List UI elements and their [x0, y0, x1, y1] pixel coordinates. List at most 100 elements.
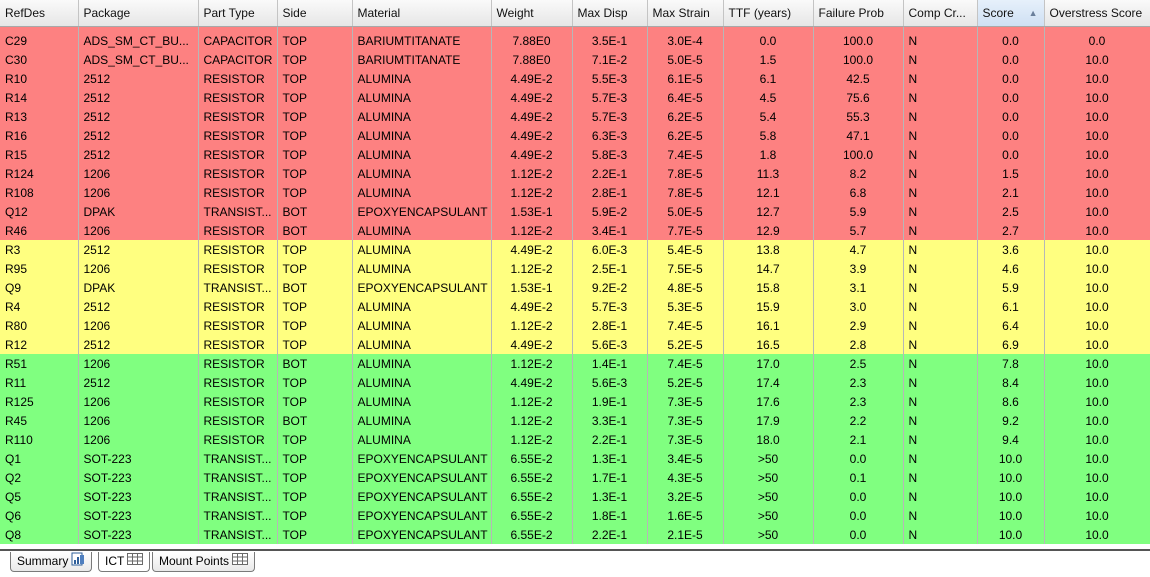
table-row[interactable]: C30 ADS_SM_CT_BU... CAPACITOR TOP BARIUMTITA…	[0, 50, 1150, 69]
cell-part-type: RESISTOR	[198, 107, 278, 126]
column-header-package[interactable]: Package	[78, 0, 199, 27]
column-header-part-type[interactable]: Part Type	[198, 0, 278, 27]
column-header-max-disp[interactable]: Max Disp	[572, 0, 648, 27]
column-header-score[interactable]: Score ▲	[977, 0, 1045, 27]
cell-material: ALUMINA	[352, 107, 492, 126]
cell-max-strain: 5.3E-5	[647, 297, 724, 316]
cell-comp-cr: N	[903, 449, 978, 468]
table-cell	[903, 26, 978, 31]
table-row[interactable]: R80 1206 RESISTOR TOP ALUMINA 1.12E-2 2.8E-1 7.…	[0, 316, 1150, 335]
cell-side: TOP	[277, 145, 353, 164]
cell-weight: 1.12E-2	[491, 316, 573, 335]
cell-score: 8.4	[977, 373, 1045, 392]
cell-weight: 4.49E-2	[491, 335, 573, 354]
cell-ttf-years: 17.9	[723, 411, 814, 430]
table-row[interactable]: R13 2512 RESISTOR TOP ALUMINA 4.49E-2 5.7E-3 6.…	[0, 107, 1150, 126]
table-row[interactable]: Q2 SOT-223 TRANSIST... TOP EPOXYENCAPSULANT 6…	[0, 468, 1150, 487]
table-row[interactable]: R12 2512 RESISTOR TOP ALUMINA 4.49E-2 5.6E-3 5.…	[0, 335, 1150, 354]
column-header-failure-prob[interactable]: Failure Prob	[813, 0, 904, 27]
table-cell	[723, 26, 814, 31]
cell-max-disp: 5.7E-3	[572, 88, 648, 107]
tab-summary[interactable]: Summary	[10, 552, 93, 572]
table-row[interactable]: R11 2512 RESISTOR TOP ALUMINA 4.49E-2 5.6E-3 5.…	[0, 373, 1150, 392]
table-row[interactable]: Q1 SOT-223 TRANSIST... TOP EPOXYENCAPSULANT 6…	[0, 449, 1150, 468]
cell-max-disp: 5.8E-3	[572, 145, 648, 164]
table-row[interactable]: R10 2512 RESISTOR TOP ALUMINA 4.49E-2 5.5E-3 6.…	[0, 69, 1150, 88]
cell-comp-cr: N	[903, 297, 978, 316]
table-row[interactable]: R14 2512 RESISTOR TOP ALUMINA 4.49E-2 5.7E-3 6.…	[0, 88, 1150, 107]
cell-refdes: R124	[0, 164, 79, 183]
results-grid[interactable]: RefDes Package Part Type Side Material Weight…	[0, 0, 1150, 544]
cell-overstress-score: 10.0	[1044, 126, 1150, 145]
table-row[interactable]: R15 2512 RESISTOR TOP ALUMINA 4.49E-2 5.8E-3 7.…	[0, 145, 1150, 164]
column-header-material[interactable]: Material	[352, 0, 492, 27]
cell-comp-cr: N	[903, 487, 978, 506]
table-row[interactable]: Q6 SOT-223 TRANSIST... TOP EPOXYENCAPSULANT 6…	[0, 506, 1150, 525]
table-row[interactable]: R124 1206 RESISTOR TOP ALUMINA 1.12E-2 2.2E-1 7…	[0, 164, 1150, 183]
cell-refdes: R108	[0, 183, 79, 202]
table-icon	[127, 552, 144, 571]
cell-score: 10.0	[977, 487, 1045, 506]
cell-refdes: C29	[0, 31, 79, 50]
table-row[interactable]: Q9 DPAK TRANSIST... BOT EPOXYENCAPSULANT 1.53…	[0, 278, 1150, 297]
sort-ascending-icon: ▲	[1028, 8, 1038, 18]
cell-score: 2.7	[977, 221, 1045, 240]
cell-comp-cr: N	[903, 278, 978, 297]
cell-package: 2512	[78, 69, 199, 88]
cell-ttf-years: 15.9	[723, 297, 814, 316]
cell-weight: 6.55E-2	[491, 468, 573, 487]
cell-score: 0.0	[977, 107, 1045, 126]
tab-mount-points[interactable]: Mount Points	[152, 552, 256, 572]
column-header-side[interactable]: Side	[277, 0, 353, 27]
table-row[interactable]: C29 ADS_SM_CT_BU... CAPACITOR TOP BARIUMTITA…	[0, 31, 1150, 50]
table-row[interactable]: R16 2512 RESISTOR TOP ALUMINA 4.49E-2 6.3E-3 6.…	[0, 126, 1150, 145]
cell-comp-cr: N	[903, 126, 978, 145]
cell-part-type: RESISTOR	[198, 354, 278, 373]
cell-material: EPOXYENCAPSULANT	[352, 202, 492, 221]
cell-failure-prob: 2.2	[813, 411, 904, 430]
column-header-label: Package	[83, 5, 131, 20]
tab-ict[interactable]: ICT	[98, 552, 151, 572]
column-header-ttf-years[interactable]: TTF (years)	[723, 0, 814, 27]
table-cell	[572, 26, 648, 31]
column-header-max-strain[interactable]: Max Strain	[647, 0, 724, 27]
table-row[interactable]: Q5 SOT-223 TRANSIST... TOP EPOXYENCAPSULANT 6…	[0, 487, 1150, 506]
cell-max-disp: 1.8E-1	[572, 506, 648, 525]
table-row[interactable]: R46 1206 RESISTOR BOT ALUMINA 1.12E-2 3.4E-1 7.…	[0, 221, 1150, 240]
cell-max-strain: 7.4E-5	[647, 316, 724, 335]
column-header-label: Part Type	[203, 5, 255, 20]
table-row[interactable]: R51 1206 RESISTOR BOT ALUMINA 1.12E-2 1.4E-1 7.…	[0, 354, 1150, 373]
cell-score: 7.8	[977, 354, 1045, 373]
cell-refdes: R15	[0, 145, 79, 164]
cell-part-type: TRANSIST...	[198, 202, 278, 221]
cell-package: ADS_SM_CT_BU...	[78, 50, 199, 69]
cell-comp-cr: N	[903, 221, 978, 240]
cell-failure-prob: 75.6	[813, 88, 904, 107]
table-row[interactable]: Q12 DPAK TRANSIST... BOT EPOXYENCAPSULANT 1.5…	[0, 202, 1150, 221]
column-header-refdes[interactable]: RefDes	[0, 0, 79, 27]
table-row[interactable]: R110 1206 RESISTOR TOP ALUMINA 1.12E-2 2.2E-1 7…	[0, 430, 1150, 449]
cell-max-disp: 9.2E-2	[572, 278, 648, 297]
column-header-overstress-score[interactable]: Overstress Score	[1044, 0, 1150, 27]
cell-ttf-years: 16.1	[723, 316, 814, 335]
cell-side: TOP	[277, 525, 353, 544]
cell-material: EPOXYENCAPSULANT	[352, 525, 492, 544]
table-row[interactable]: R4 2512 RESISTOR TOP ALUMINA 4.49E-2 5.7E-3 5.3…	[0, 297, 1150, 316]
column-header-comp-cr[interactable]: Comp Cr...	[903, 0, 978, 27]
cell-ttf-years: 1.5	[723, 50, 814, 69]
cell-refdes: Q8	[0, 525, 79, 544]
table-row[interactable]: R45 1206 RESISTOR BOT ALUMINA 1.12E-2 3.3E-1 7.…	[0, 411, 1150, 430]
cell-weight: 4.49E-2	[491, 107, 573, 126]
cell-part-type: RESISTOR	[198, 221, 278, 240]
table-row[interactable]: R125 1206 RESISTOR TOP ALUMINA 1.12E-2 1.9E-1 7…	[0, 392, 1150, 411]
table-row[interactable]: R108 1206 RESISTOR TOP ALUMINA 1.12E-2 2.8E-1 7…	[0, 183, 1150, 202]
column-header-weight[interactable]: Weight	[491, 0, 573, 27]
cell-failure-prob: 4.7	[813, 240, 904, 259]
cell-failure-prob: 0.0	[813, 487, 904, 506]
cell-material: EPOXYENCAPSULANT	[352, 278, 492, 297]
table-row[interactable]: R3 2512 RESISTOR TOP ALUMINA 4.49E-2 6.0E-3 5.4…	[0, 240, 1150, 259]
cell-part-type: TRANSIST...	[198, 506, 278, 525]
table-row[interactable]: Q8 SOT-223 TRANSIST... TOP EPOXYENCAPSULANT 6…	[0, 525, 1150, 544]
cell-refdes: R12	[0, 335, 79, 354]
table-row[interactable]: R95 1206 RESISTOR TOP ALUMINA 1.12E-2 2.5E-1 7.…	[0, 259, 1150, 278]
